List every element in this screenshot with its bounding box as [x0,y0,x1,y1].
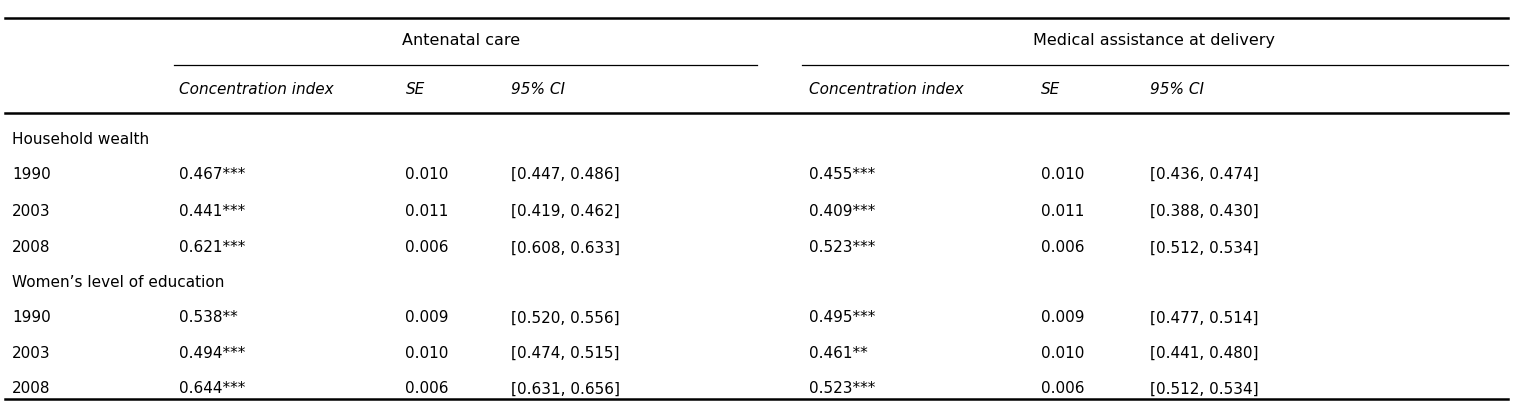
Text: 95% CI: 95% CI [1150,81,1204,97]
Text: 0.644***: 0.644*** [179,381,245,396]
Text: 0.010: 0.010 [1041,166,1085,182]
Text: 0.621***: 0.621*** [179,240,245,256]
Text: 0.009: 0.009 [1041,310,1085,326]
Text: 2008: 2008 [12,381,50,396]
Text: [0.631, 0.656]: [0.631, 0.656] [511,381,620,396]
Text: [0.474, 0.515]: [0.474, 0.515] [511,345,620,361]
Text: [0.477, 0.514]: [0.477, 0.514] [1150,310,1259,326]
Text: 0.441***: 0.441*** [179,204,245,219]
Text: Concentration index: Concentration index [809,81,964,97]
Text: 2003: 2003 [12,345,51,361]
Text: 0.006: 0.006 [405,381,449,396]
Text: Antenatal care: Antenatal care [402,33,520,48]
Text: [0.388, 0.430]: [0.388, 0.430] [1150,204,1259,219]
Text: [0.441, 0.480]: [0.441, 0.480] [1150,345,1259,361]
Text: Medical assistance at delivery: Medical assistance at delivery [1033,33,1275,48]
Text: 0.006: 0.006 [1041,381,1085,396]
Text: 0.011: 0.011 [1041,204,1085,219]
Text: [0.447, 0.486]: [0.447, 0.486] [511,166,620,182]
Text: 0.006: 0.006 [1041,240,1085,256]
Text: 0.495***: 0.495*** [809,310,876,326]
Text: 0.538**: 0.538** [179,310,238,326]
Text: 0.009: 0.009 [405,310,449,326]
Text: 0.006: 0.006 [405,240,449,256]
Text: 0.011: 0.011 [405,204,449,219]
Text: 1990: 1990 [12,310,51,326]
Text: 0.010: 0.010 [405,345,449,361]
Text: [0.512, 0.534]: [0.512, 0.534] [1150,240,1259,256]
Text: 0.523***: 0.523*** [809,381,876,396]
Text: 95% CI: 95% CI [511,81,566,97]
Text: 0.010: 0.010 [405,166,449,182]
Text: 0.494***: 0.494*** [179,345,245,361]
Text: 0.409***: 0.409*** [809,204,876,219]
Text: [0.436, 0.474]: [0.436, 0.474] [1150,166,1259,182]
Text: [0.419, 0.462]: [0.419, 0.462] [511,204,620,219]
Text: SE: SE [1041,81,1061,97]
Text: 0.467***: 0.467*** [179,166,245,182]
Text: 0.455***: 0.455*** [809,166,876,182]
Text: 2003: 2003 [12,204,51,219]
Text: 1990: 1990 [12,166,51,182]
Text: Household wealth: Household wealth [12,132,150,147]
Text: [0.512, 0.534]: [0.512, 0.534] [1150,381,1259,396]
Text: 0.523***: 0.523*** [809,240,876,256]
Text: [0.608, 0.633]: [0.608, 0.633] [511,240,620,256]
Text: Concentration index: Concentration index [179,81,333,97]
Text: [0.520, 0.556]: [0.520, 0.556] [511,310,620,326]
Text: 0.010: 0.010 [1041,345,1085,361]
Text: 0.461**: 0.461** [809,345,868,361]
Text: 2008: 2008 [12,240,50,256]
Text: Women’s level of education: Women’s level of education [12,275,224,290]
Text: SE: SE [405,81,425,97]
